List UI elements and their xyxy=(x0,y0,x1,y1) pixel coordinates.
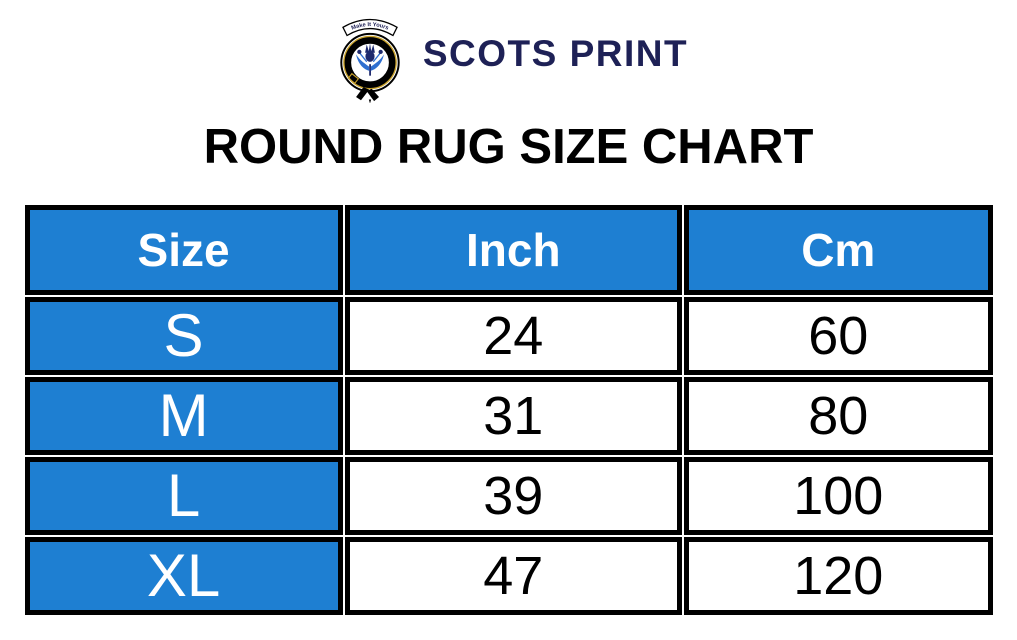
crest-badge xyxy=(340,32,400,103)
table-row: S 24 60 xyxy=(24,296,993,375)
table-row: XL 47 120 xyxy=(24,536,993,615)
table-row: L 39 100 xyxy=(24,456,993,535)
thistle-icon xyxy=(355,43,384,76)
cm-value-cell: 100 xyxy=(684,456,993,535)
scots-print-logo: Make It Yours xyxy=(340,18,400,103)
inch-value-cell: 31 xyxy=(344,376,682,455)
crest-belt-ring xyxy=(344,37,396,88)
inch-value-cell: 47 xyxy=(344,536,682,615)
brand-header: Make It Yours xyxy=(0,0,1017,104)
column-header-size: Size xyxy=(24,204,343,295)
inch-value-cell: 24 xyxy=(344,296,682,375)
crest-gold-ring xyxy=(343,35,397,90)
column-header-cm: Cm xyxy=(684,204,993,295)
cm-value-cell: 80 xyxy=(684,376,993,455)
size-label-cell: L xyxy=(24,456,343,535)
banner-tagline-text: Make It Yours xyxy=(351,22,390,32)
cm-value-cell: 60 xyxy=(684,296,993,375)
inch-value-cell: 39 xyxy=(344,456,682,535)
size-chart-table: Size Inch Cm S 24 60 M 31 80 L 39 100 xyxy=(23,203,995,617)
belt-strap-tails xyxy=(355,87,379,103)
page-title: ROUND RUG SIZE CHART xyxy=(203,120,814,174)
table-row: M 31 80 xyxy=(24,376,993,455)
size-label-cell: S xyxy=(24,296,343,375)
size-label-cell: XL xyxy=(24,536,343,615)
size-label-cell: M xyxy=(24,376,343,455)
banner-ribbon xyxy=(341,18,398,37)
column-header-inch: Inch xyxy=(344,204,682,295)
brand-wordmark: SCOTS PRINT xyxy=(422,32,689,74)
cm-value-cell: 120 xyxy=(684,536,993,615)
header-row: Size Inch Cm xyxy=(24,204,993,295)
belt-buckle-icon xyxy=(347,72,360,85)
